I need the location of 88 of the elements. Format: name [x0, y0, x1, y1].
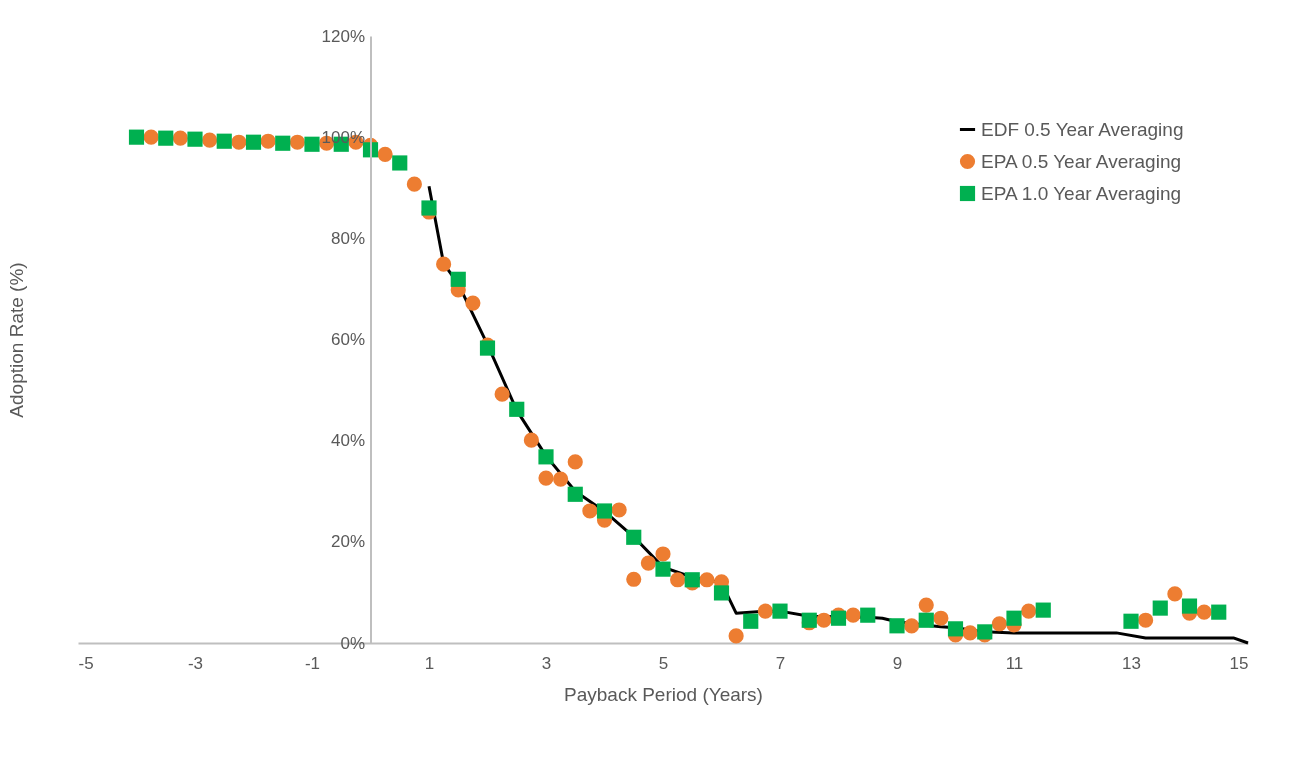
point	[260, 133, 276, 149]
point	[1211, 604, 1227, 620]
point	[655, 561, 671, 577]
point	[465, 295, 481, 311]
point	[772, 603, 788, 619]
point	[450, 271, 466, 287]
line-series	[427, 184, 1250, 645]
x-axis-title: Payback Period (Years)	[564, 683, 763, 705]
point	[172, 130, 188, 146]
x-tick-label: 9	[892, 653, 903, 673]
point	[1035, 602, 1051, 618]
point	[187, 131, 203, 147]
x-tick-label: -5	[78, 653, 94, 673]
point	[553, 471, 569, 487]
y-tick-label: 0%	[340, 633, 365, 653]
y-tick-label: 80%	[330, 228, 365, 248]
point	[216, 133, 232, 149]
point	[567, 454, 583, 470]
point	[494, 386, 510, 402]
point	[538, 449, 554, 465]
y-tick-label: 120%	[321, 26, 365, 46]
point	[626, 529, 642, 545]
point	[304, 136, 320, 152]
x-tick-label: -3	[187, 653, 204, 673]
point	[713, 585, 730, 601]
x-tick-label: 15	[1229, 653, 1249, 673]
x-tick-label: -1	[304, 653, 321, 673]
point	[143, 129, 159, 145]
x-tick-label: 11	[1005, 653, 1024, 673]
x-tick-label: 13	[1122, 653, 1141, 673]
point	[947, 621, 964, 637]
point	[392, 155, 408, 171]
point	[655, 546, 671, 562]
point	[728, 628, 744, 644]
point	[158, 130, 174, 146]
point	[596, 503, 613, 519]
point	[1006, 610, 1022, 626]
point	[1021, 603, 1037, 619]
point	[1181, 598, 1198, 614]
point	[1167, 586, 1183, 602]
point	[231, 134, 247, 150]
point	[1196, 604, 1212, 620]
point	[245, 134, 262, 150]
legend-label: EDF 0.5 Year Averaging	[981, 118, 1184, 140]
x-tick-label: 5	[658, 653, 669, 673]
point	[523, 432, 539, 448]
x-tick-label: 7	[775, 653, 786, 673]
point	[1152, 600, 1168, 616]
y-tick-label: 40%	[330, 431, 365, 451]
point	[743, 613, 759, 629]
point	[670, 572, 686, 588]
x-tick-label: 3	[541, 653, 552, 673]
point	[918, 597, 934, 613]
point	[918, 612, 934, 628]
point	[904, 618, 920, 634]
point	[933, 610, 949, 626]
point	[582, 503, 598, 519]
x-tick-label: 1	[424, 653, 435, 673]
point	[538, 470, 554, 486]
point	[962, 625, 978, 641]
point	[757, 603, 773, 619]
point	[202, 132, 218, 148]
point	[436, 256, 452, 272]
point	[289, 134, 305, 150]
legend-label: EPA 0.5 Year Averaging	[981, 150, 1182, 172]
y-axis-title: Adoption Rate (%)	[5, 262, 27, 418]
point	[626, 571, 642, 587]
point	[860, 607, 876, 623]
point	[1123, 613, 1139, 629]
point	[406, 176, 422, 192]
point	[889, 618, 905, 634]
y-tick-label: 20%	[330, 532, 365, 552]
point	[377, 146, 393, 162]
point	[611, 502, 627, 518]
point	[845, 607, 861, 623]
point	[1138, 612, 1154, 628]
point	[275, 135, 291, 151]
point	[816, 612, 832, 628]
legend-label: EPA 1.0 Year Averaging	[981, 182, 1182, 204]
y-tick-label: 60%	[330, 330, 365, 349]
point	[991, 616, 1007, 632]
point	[509, 401, 525, 417]
point	[699, 572, 715, 588]
point	[421, 200, 437, 216]
point	[640, 555, 656, 571]
y-tick-label: 100%	[321, 127, 365, 147]
point	[567, 486, 583, 502]
point	[128, 129, 145, 145]
